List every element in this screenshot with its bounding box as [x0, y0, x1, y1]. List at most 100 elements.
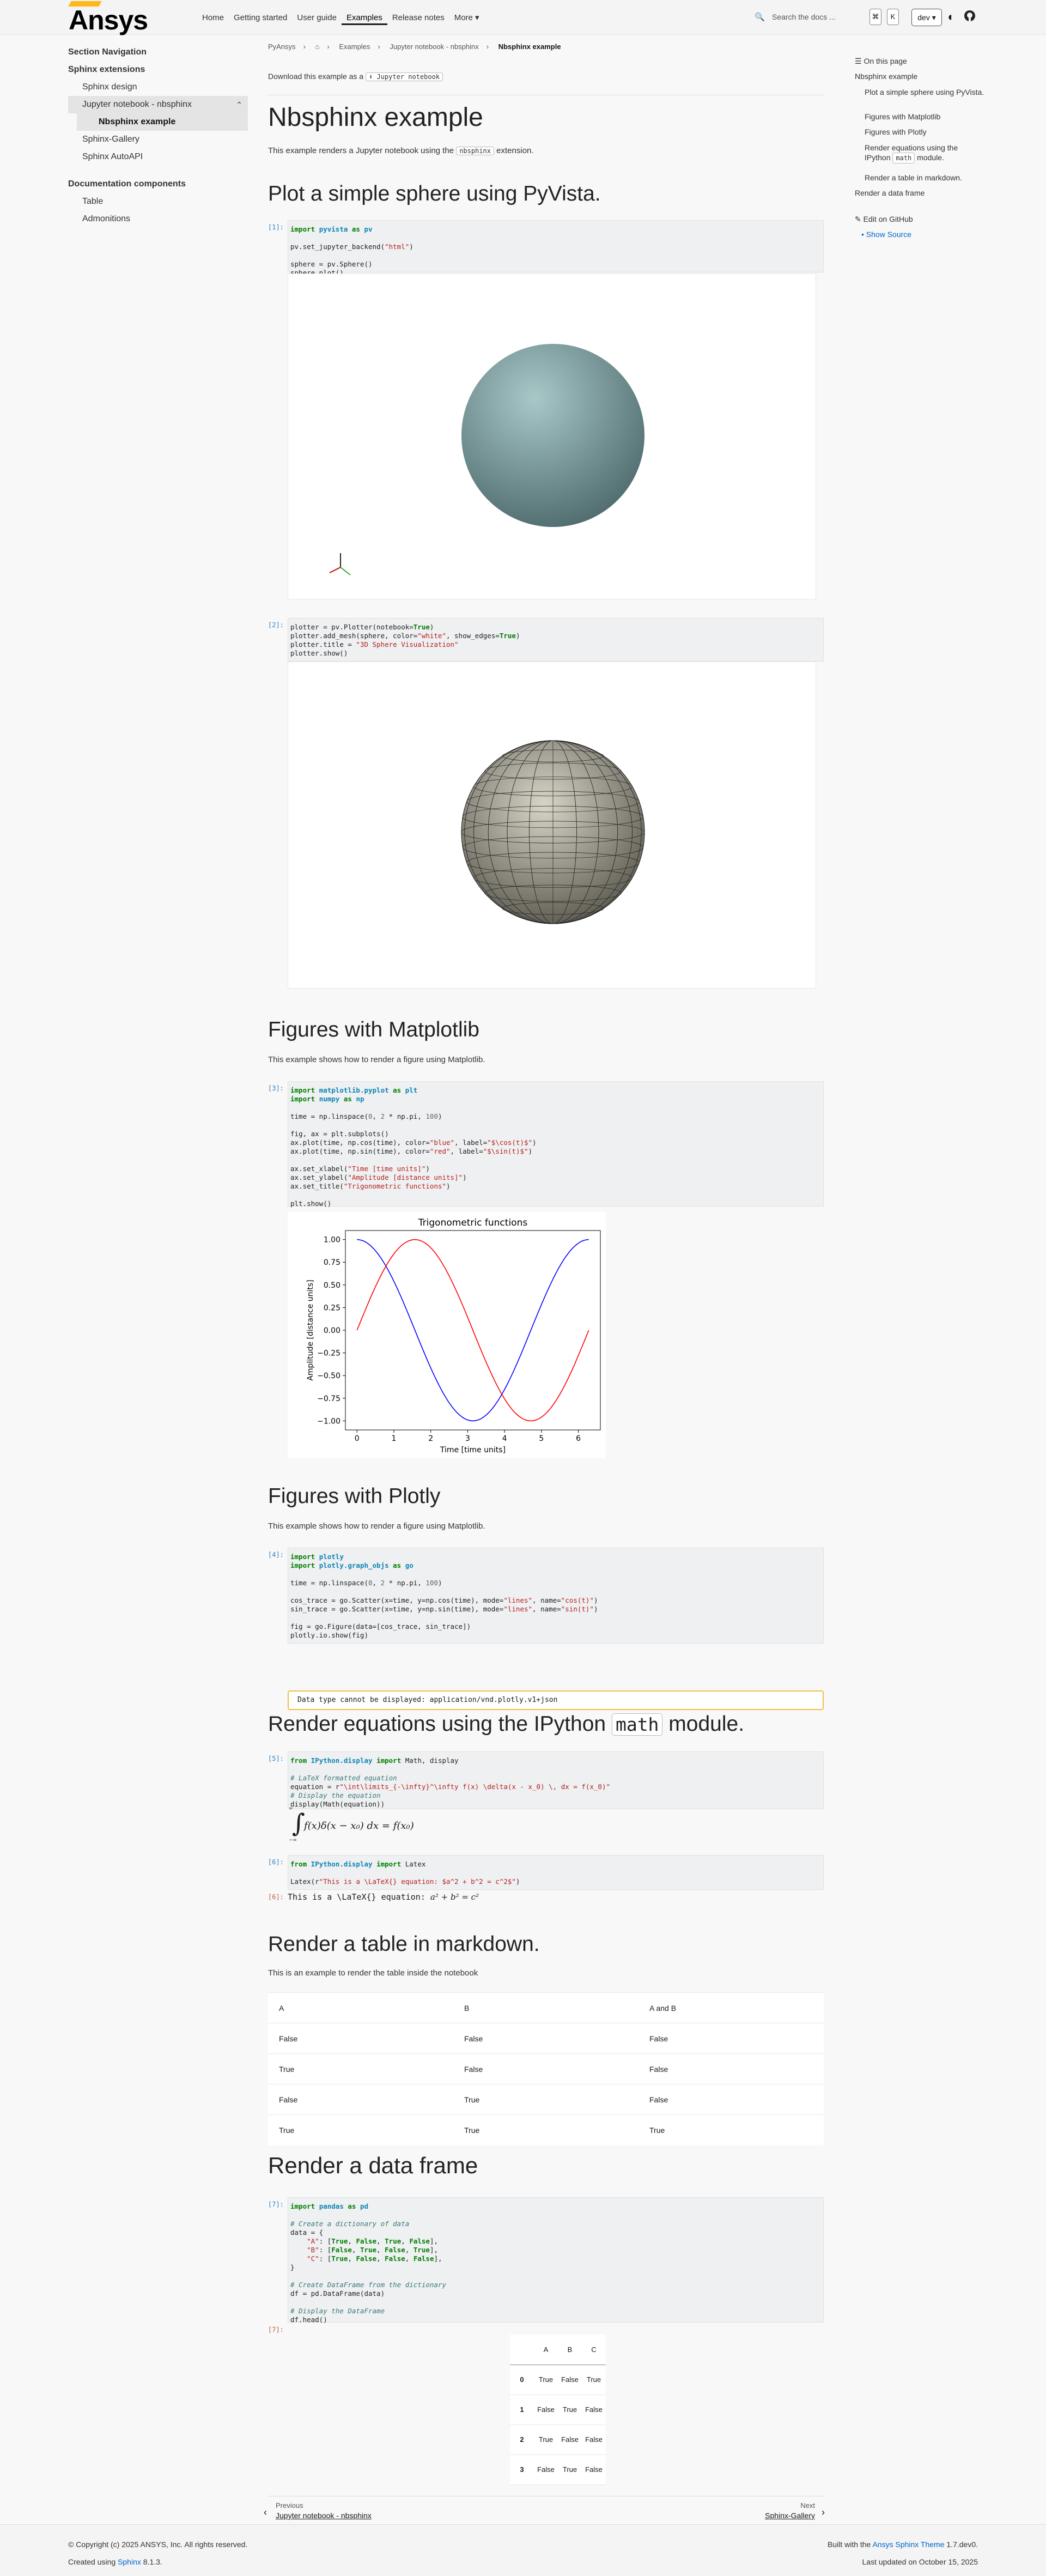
output-prompt: [6]:: [268, 1893, 284, 1901]
footer: © Copyright (c) 2025 ANSYS, Inc. All rig…: [0, 2524, 1046, 2576]
github-icon[interactable]: [963, 10, 977, 24]
y-tick-label: 1.00: [324, 1236, 340, 1245]
logo-text: Ansys: [69, 5, 148, 35]
nav-examples[interactable]: Examples: [341, 12, 387, 25]
breadcrumb-sep: ›: [327, 43, 330, 51]
code-block[interactable]: import matplotlib.pyplot as plt import nu…: [288, 1081, 824, 1208]
sidebar-item-sphinx-autoapi[interactable]: Sphinx AutoAPI: [82, 152, 143, 161]
intro-pre: This example renders a Jupyter notebook …: [268, 146, 454, 155]
nav-getting-started[interactable]: Getting started: [234, 13, 288, 22]
breadcrumb-pyansys[interactable]: PyAnsys: [268, 43, 296, 51]
theme-toggle-icon[interactable]: ◐: [947, 10, 955, 23]
table-header: B: [453, 1992, 638, 2023]
sidebar-item-sphinx-design[interactable]: Sphinx design: [82, 82, 137, 92]
sidebar-group-doc-components[interactable]: Documentation components: [68, 179, 186, 189]
input-prompt: [5]:: [268, 1755, 284, 1762]
prev-title: Jupyter notebook - nbsphinx: [276, 2511, 372, 2520]
df-row: 2 True False False: [510, 2425, 606, 2455]
code-block[interactable]: plotter = pv.Plotter(notebook=True) plott…: [288, 618, 824, 662]
pyvista-output-1[interactable]: [288, 274, 816, 599]
breadcrumb-examples[interactable]: Examples: [339, 43, 370, 51]
table-cell: False: [453, 2053, 638, 2084]
toc-item-nbsphinx[interactable]: Nbsphinx example: [855, 72, 918, 81]
ansys-logo[interactable]: Ansys: [68, 1, 171, 35]
download-text: Download this example as a: [268, 72, 364, 81]
toc-math-tag: math: [892, 153, 915, 163]
sidebar-item-sphinx-gallery[interactable]: Sphinx-Gallery: [82, 135, 139, 144]
pyvista-output-2[interactable]: [288, 662, 816, 989]
chart-title: Trigonometric functions: [418, 1217, 528, 1228]
intro-text: This example renders a Jupyter notebook …: [268, 146, 534, 155]
table-row: True False False: [268, 2053, 824, 2084]
sidebar-item-admonitions[interactable]: Admonitions: [82, 214, 131, 223]
y-tick-label: 0.25: [324, 1304, 340, 1312]
heading-part: Render equations using the IPython: [268, 1712, 606, 1736]
df-cell: False: [558, 2425, 582, 2455]
axes-widget-icon: [329, 553, 351, 575]
breadcrumb-jupyter[interactable]: Jupyter notebook - nbsphinx: [390, 43, 479, 51]
nav-more[interactable]: More ▾: [454, 13, 479, 22]
heading-part: module.: [668, 1712, 745, 1736]
sphinx-link[interactable]: Sphinx: [118, 2557, 141, 2566]
sidebar-item-jupyter-nbsphinx[interactable]: Jupyter notebook - nbsphinx ⌃: [68, 96, 248, 113]
input-prompt: [6]:: [268, 1858, 284, 1866]
math-tag: math: [611, 1713, 663, 1736]
pencil-icon: ✎: [855, 215, 863, 223]
toc-title-text: On this page: [863, 57, 907, 65]
edit-text: Edit on GitHub: [863, 215, 913, 223]
table-cell: True: [453, 2114, 638, 2145]
theme-link[interactable]: Ansys Sphinx Theme: [872, 2540, 945, 2549]
download-notebook-button[interactable]: ⬇ Jupyter notebook: [366, 72, 443, 81]
toc-item-markdown-table[interactable]: Render a table in markdown.: [865, 173, 962, 182]
section-table-heading: Render a table in markdown.: [268, 1932, 540, 1956]
code-block[interactable]: import pyvista as pv pv.set_jupyter_back…: [288, 220, 824, 277]
x-tick-label: 2: [428, 1434, 433, 1443]
section-plotly-heading: Figures with Plotly: [268, 1484, 441, 1508]
toc-item-plotly[interactable]: Figures with Plotly: [865, 128, 927, 136]
edit-on-github-link[interactable]: ✎ Edit on GitHub: [855, 215, 986, 230]
chevron-up-icon[interactable]: ⌃: [236, 100, 242, 109]
code-block[interactable]: from IPython.display import Math, displa…: [288, 1751, 824, 1809]
toc-item-pyvista[interactable]: Plot a simple sphere using PyVista.: [865, 88, 984, 96]
toc-item-matplotlib[interactable]: Figures with Matplotlib: [865, 112, 941, 121]
df-cell: True: [534, 2365, 558, 2395]
df-row: 0 True False True: [510, 2365, 606, 2395]
code-block[interactable]: from IPython.display import Latex Latex(…: [288, 1855, 824, 1890]
toc-item-equations[interactable]: Render equations using the IPython math …: [855, 143, 986, 173]
sidebar-group-sphinx-extensions[interactable]: Sphinx extensions: [68, 65, 145, 74]
nav-release-notes[interactable]: Release notes: [392, 13, 445, 22]
home-icon[interactable]: ⌂: [315, 43, 320, 51]
toc-item-dataframe[interactable]: Render a data frame: [855, 189, 925, 197]
df-cell: True: [582, 2365, 606, 2395]
y-tick-label: −0.25: [317, 1349, 340, 1358]
version-switcher[interactable]: dev ▾: [911, 9, 942, 26]
df-index: 3: [510, 2454, 534, 2485]
df-cell: False: [582, 2425, 606, 2455]
df-cell: False: [534, 2454, 558, 2485]
code-block[interactable]: import plotly import plotly.graph_objs as…: [288, 1548, 824, 1644]
sidebar-item-nbsphinx-example[interactable]: Nbsphinx example: [77, 113, 248, 131]
table-cell: False: [268, 2084, 453, 2115]
kbd-cmd: ⌘: [869, 9, 881, 25]
nav-home[interactable]: Home: [202, 13, 224, 22]
sidebar-item-table[interactable]: Table: [82, 197, 104, 206]
plotly-unsupported-warning: Data type cannot be displayed: applicati…: [288, 1690, 824, 1710]
section-dataframe-heading: Render a data frame: [268, 2153, 478, 2178]
y-tick-label: 0.50: [324, 1281, 340, 1290]
x-tick-label: 3: [465, 1434, 470, 1443]
show-source-link[interactable]: • Show Source: [855, 230, 986, 245]
table-cell: True: [268, 2053, 453, 2084]
list-icon: ☰: [855, 57, 864, 65]
intro-post: extension.: [496, 146, 534, 155]
chevron-right-icon: ›: [822, 2507, 825, 2518]
df-header: C: [582, 2335, 606, 2365]
nbsphinx-tag: nbsphinx: [456, 147, 494, 155]
nav-user-guide[interactable]: User guide: [297, 13, 337, 22]
df-cell: False: [558, 2365, 582, 2395]
table-cell: False: [268, 2023, 453, 2054]
code-block[interactable]: import pandas as pd # Create a dictionar…: [288, 2197, 824, 2324]
table-cell: True: [638, 2114, 824, 2145]
download-line: Download this example as a ⬇ Jupyter not…: [268, 72, 443, 81]
search-box[interactable]: 🔍 Search the docs ...: [748, 9, 884, 25]
